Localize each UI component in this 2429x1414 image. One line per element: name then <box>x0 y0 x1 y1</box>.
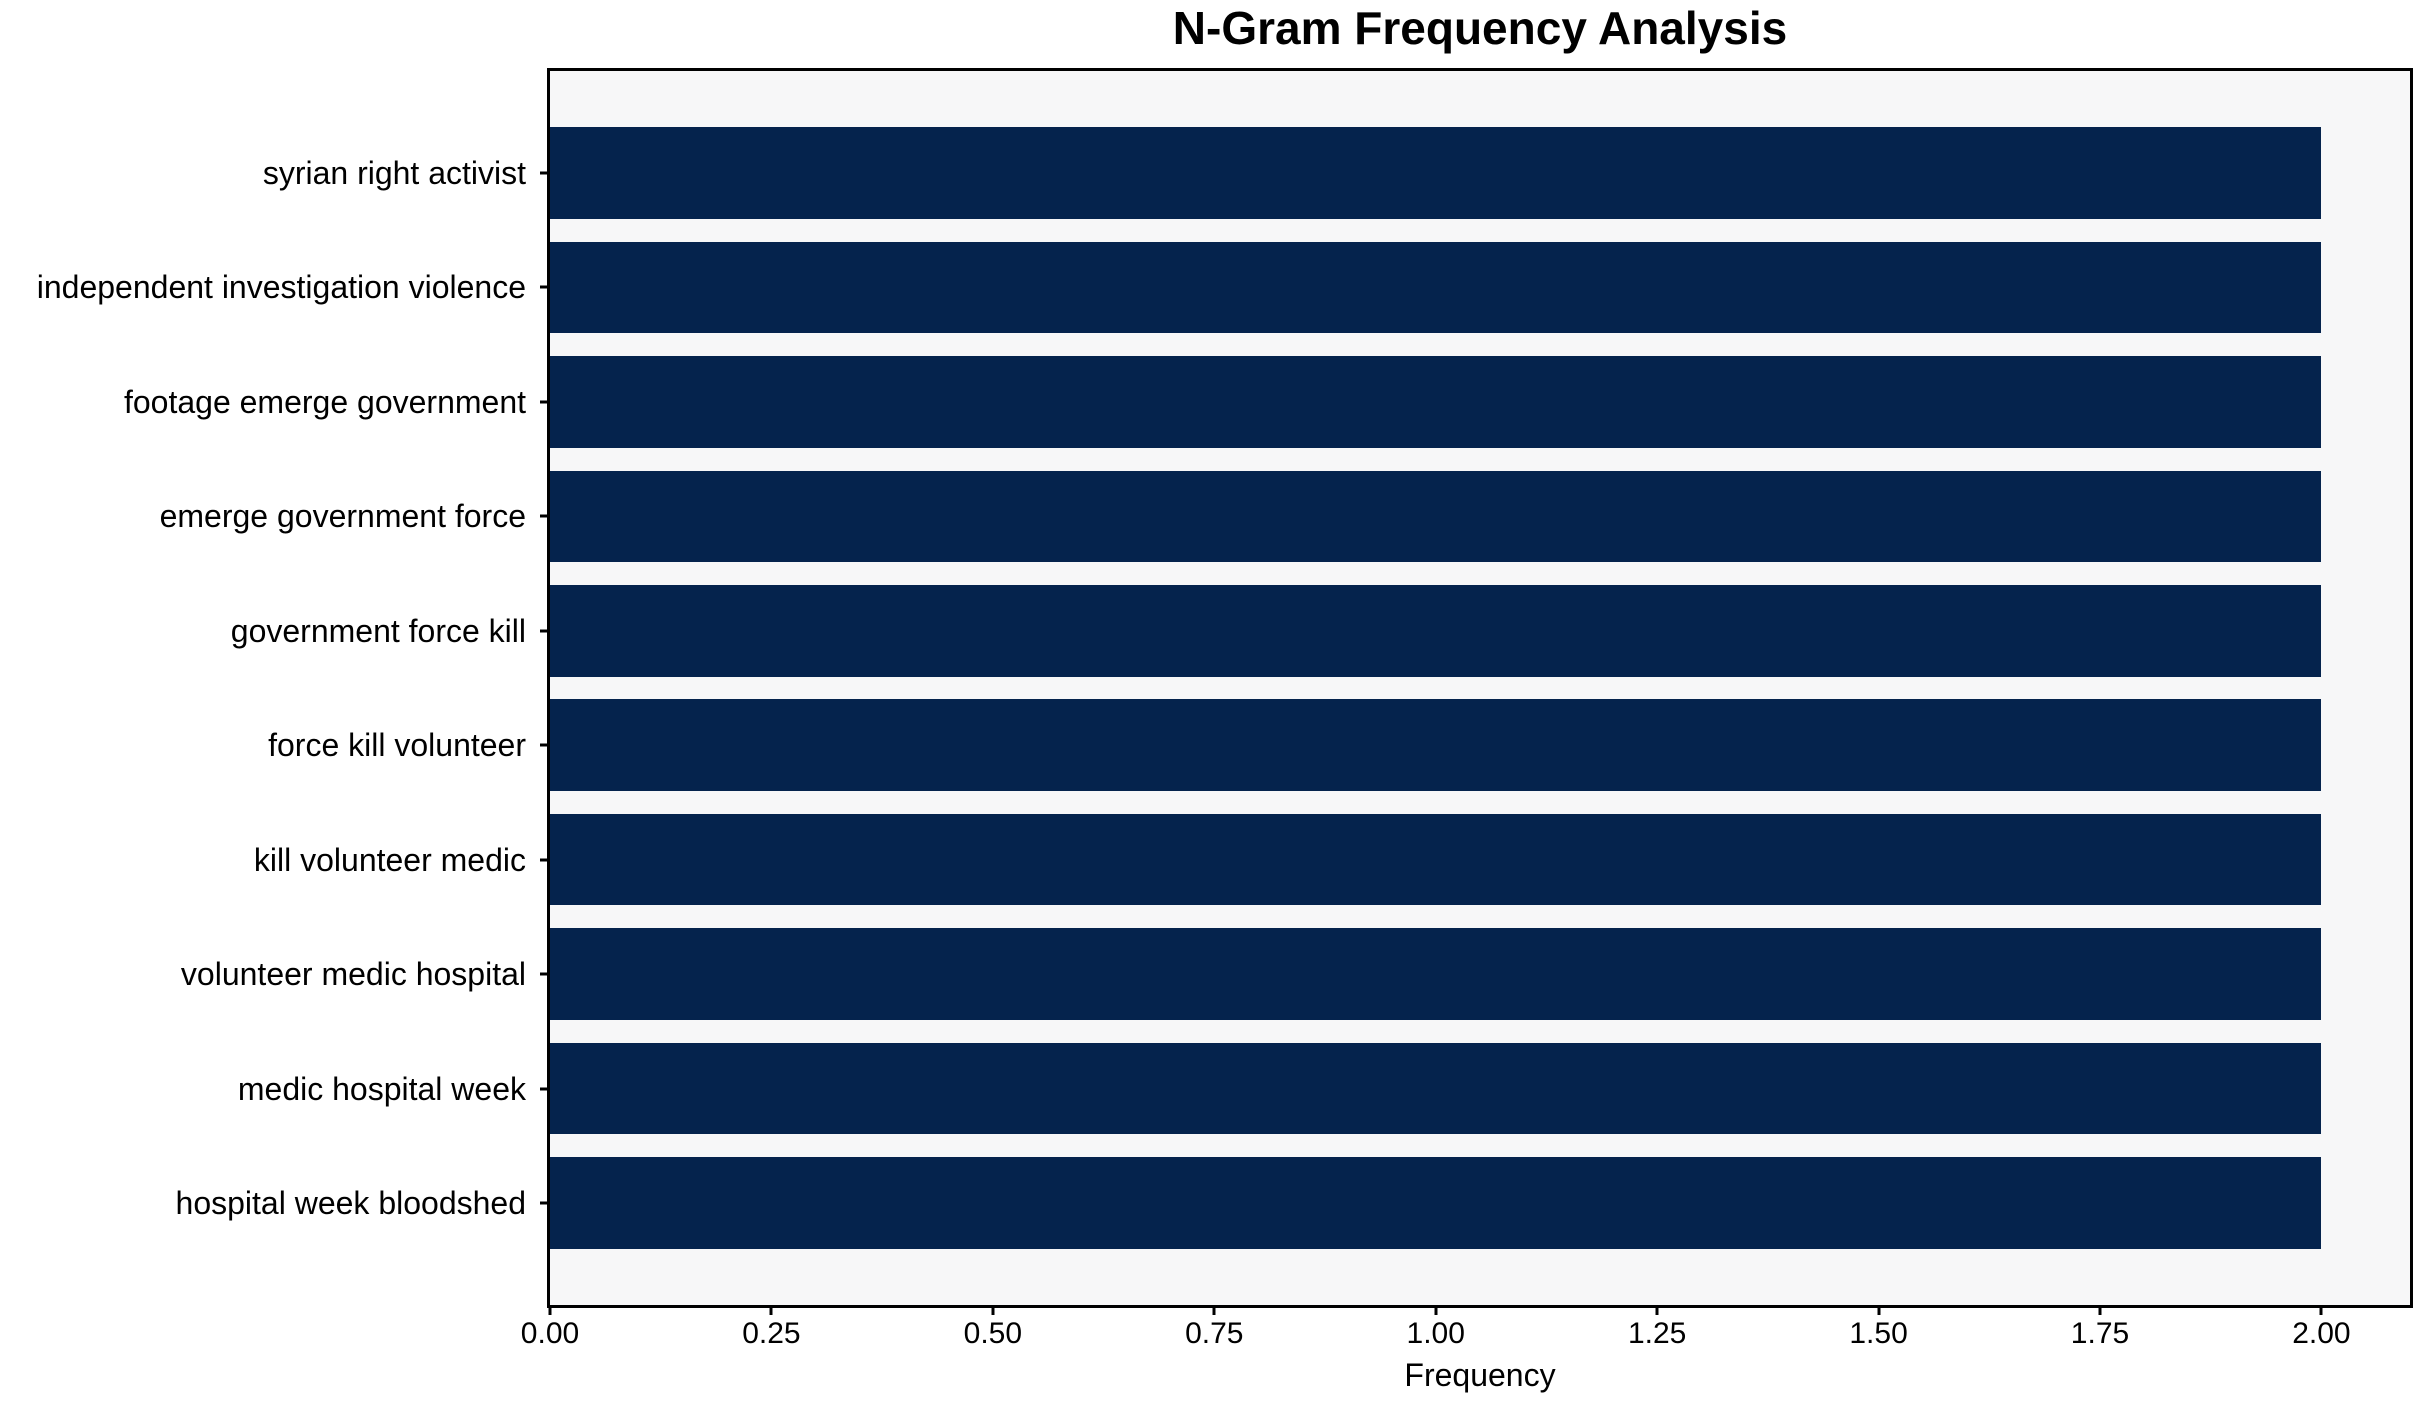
x-tick-label: 0.00 <box>520 1317 580 1350</box>
x-tick-mark <box>769 1305 773 1315</box>
y-tick-mark <box>540 171 550 175</box>
bar <box>550 699 2322 791</box>
x-axis-title: Frequency <box>1404 1357 1556 1393</box>
x-axis: 0.00 0.25 0.50 0.75 1.00 1.25 1.50 1.75 2.00 <box>521 1305 2410 1385</box>
x-tick-label: 1.00 <box>1406 1317 1465 1350</box>
y-axis-label: independent investigation violence <box>36 269 526 306</box>
x-tick-label: 1.50 <box>1849 1317 1908 1350</box>
x-tick-label: 0.25 <box>742 1317 801 1350</box>
x-tick-mark <box>548 1305 552 1315</box>
y-axis-label: footage emerge government <box>123 383 526 420</box>
x-tick-label: 1.75 <box>2070 1317 2130 1350</box>
bar <box>550 584 2322 677</box>
y-axis-label: kill volunteer medic <box>253 841 526 878</box>
y-axis-label: emerge government force <box>159 498 526 535</box>
y-axis-label: medic hospital week <box>237 1070 526 1107</box>
x-tick-label: 0.50 <box>963 1317 1023 1350</box>
y-tick-mark <box>540 514 550 518</box>
plot-area <box>550 71 2410 1305</box>
x-tick-mark <box>1655 1305 1659 1315</box>
y-tick-mark <box>540 285 550 289</box>
x-tick-mark <box>2319 1305 2323 1315</box>
x-tick-mark <box>991 1305 995 1315</box>
bar <box>550 470 2322 563</box>
x-tick-label: 1.25 <box>1627 1317 1687 1350</box>
y-axis-label: syrian right activist <box>262 154 526 191</box>
bar <box>550 127 2322 219</box>
y-tick-mark <box>540 743 550 747</box>
y-tick-mark <box>540 972 550 976</box>
bar <box>550 356 2322 448</box>
y-tick-mark <box>540 629 550 633</box>
y-axis: syrian right activist independent investi… <box>0 71 550 1305</box>
y-tick-mark <box>540 858 550 862</box>
y-tick-mark <box>540 400 550 404</box>
bar <box>550 928 2322 1020</box>
y-axis-label: government force kill <box>230 612 526 649</box>
x-tick-mark <box>1434 1305 1438 1315</box>
y-axis-label: force kill volunteer <box>268 727 526 764</box>
y-axis-label: hospital week bloodshed <box>175 1185 526 1222</box>
y-tick-mark <box>540 1087 550 1091</box>
chart-title: N-Gram Frequency Analysis <box>1172 2 1788 54</box>
x-tick-mark <box>1212 1305 1216 1315</box>
bar <box>550 241 2322 334</box>
y-axis-label: volunteer medic hospital <box>180 956 526 993</box>
bar <box>550 813 2322 906</box>
x-tick-label: 2.00 <box>2292 1317 2351 1350</box>
x-tick-mark <box>1877 1305 1881 1315</box>
bar <box>550 1042 2322 1135</box>
y-tick-mark <box>540 1201 550 1205</box>
x-tick-mark <box>2098 1305 2102 1315</box>
bar <box>550 1157 2322 1249</box>
x-tick-label: 0.75 <box>1185 1317 1244 1350</box>
